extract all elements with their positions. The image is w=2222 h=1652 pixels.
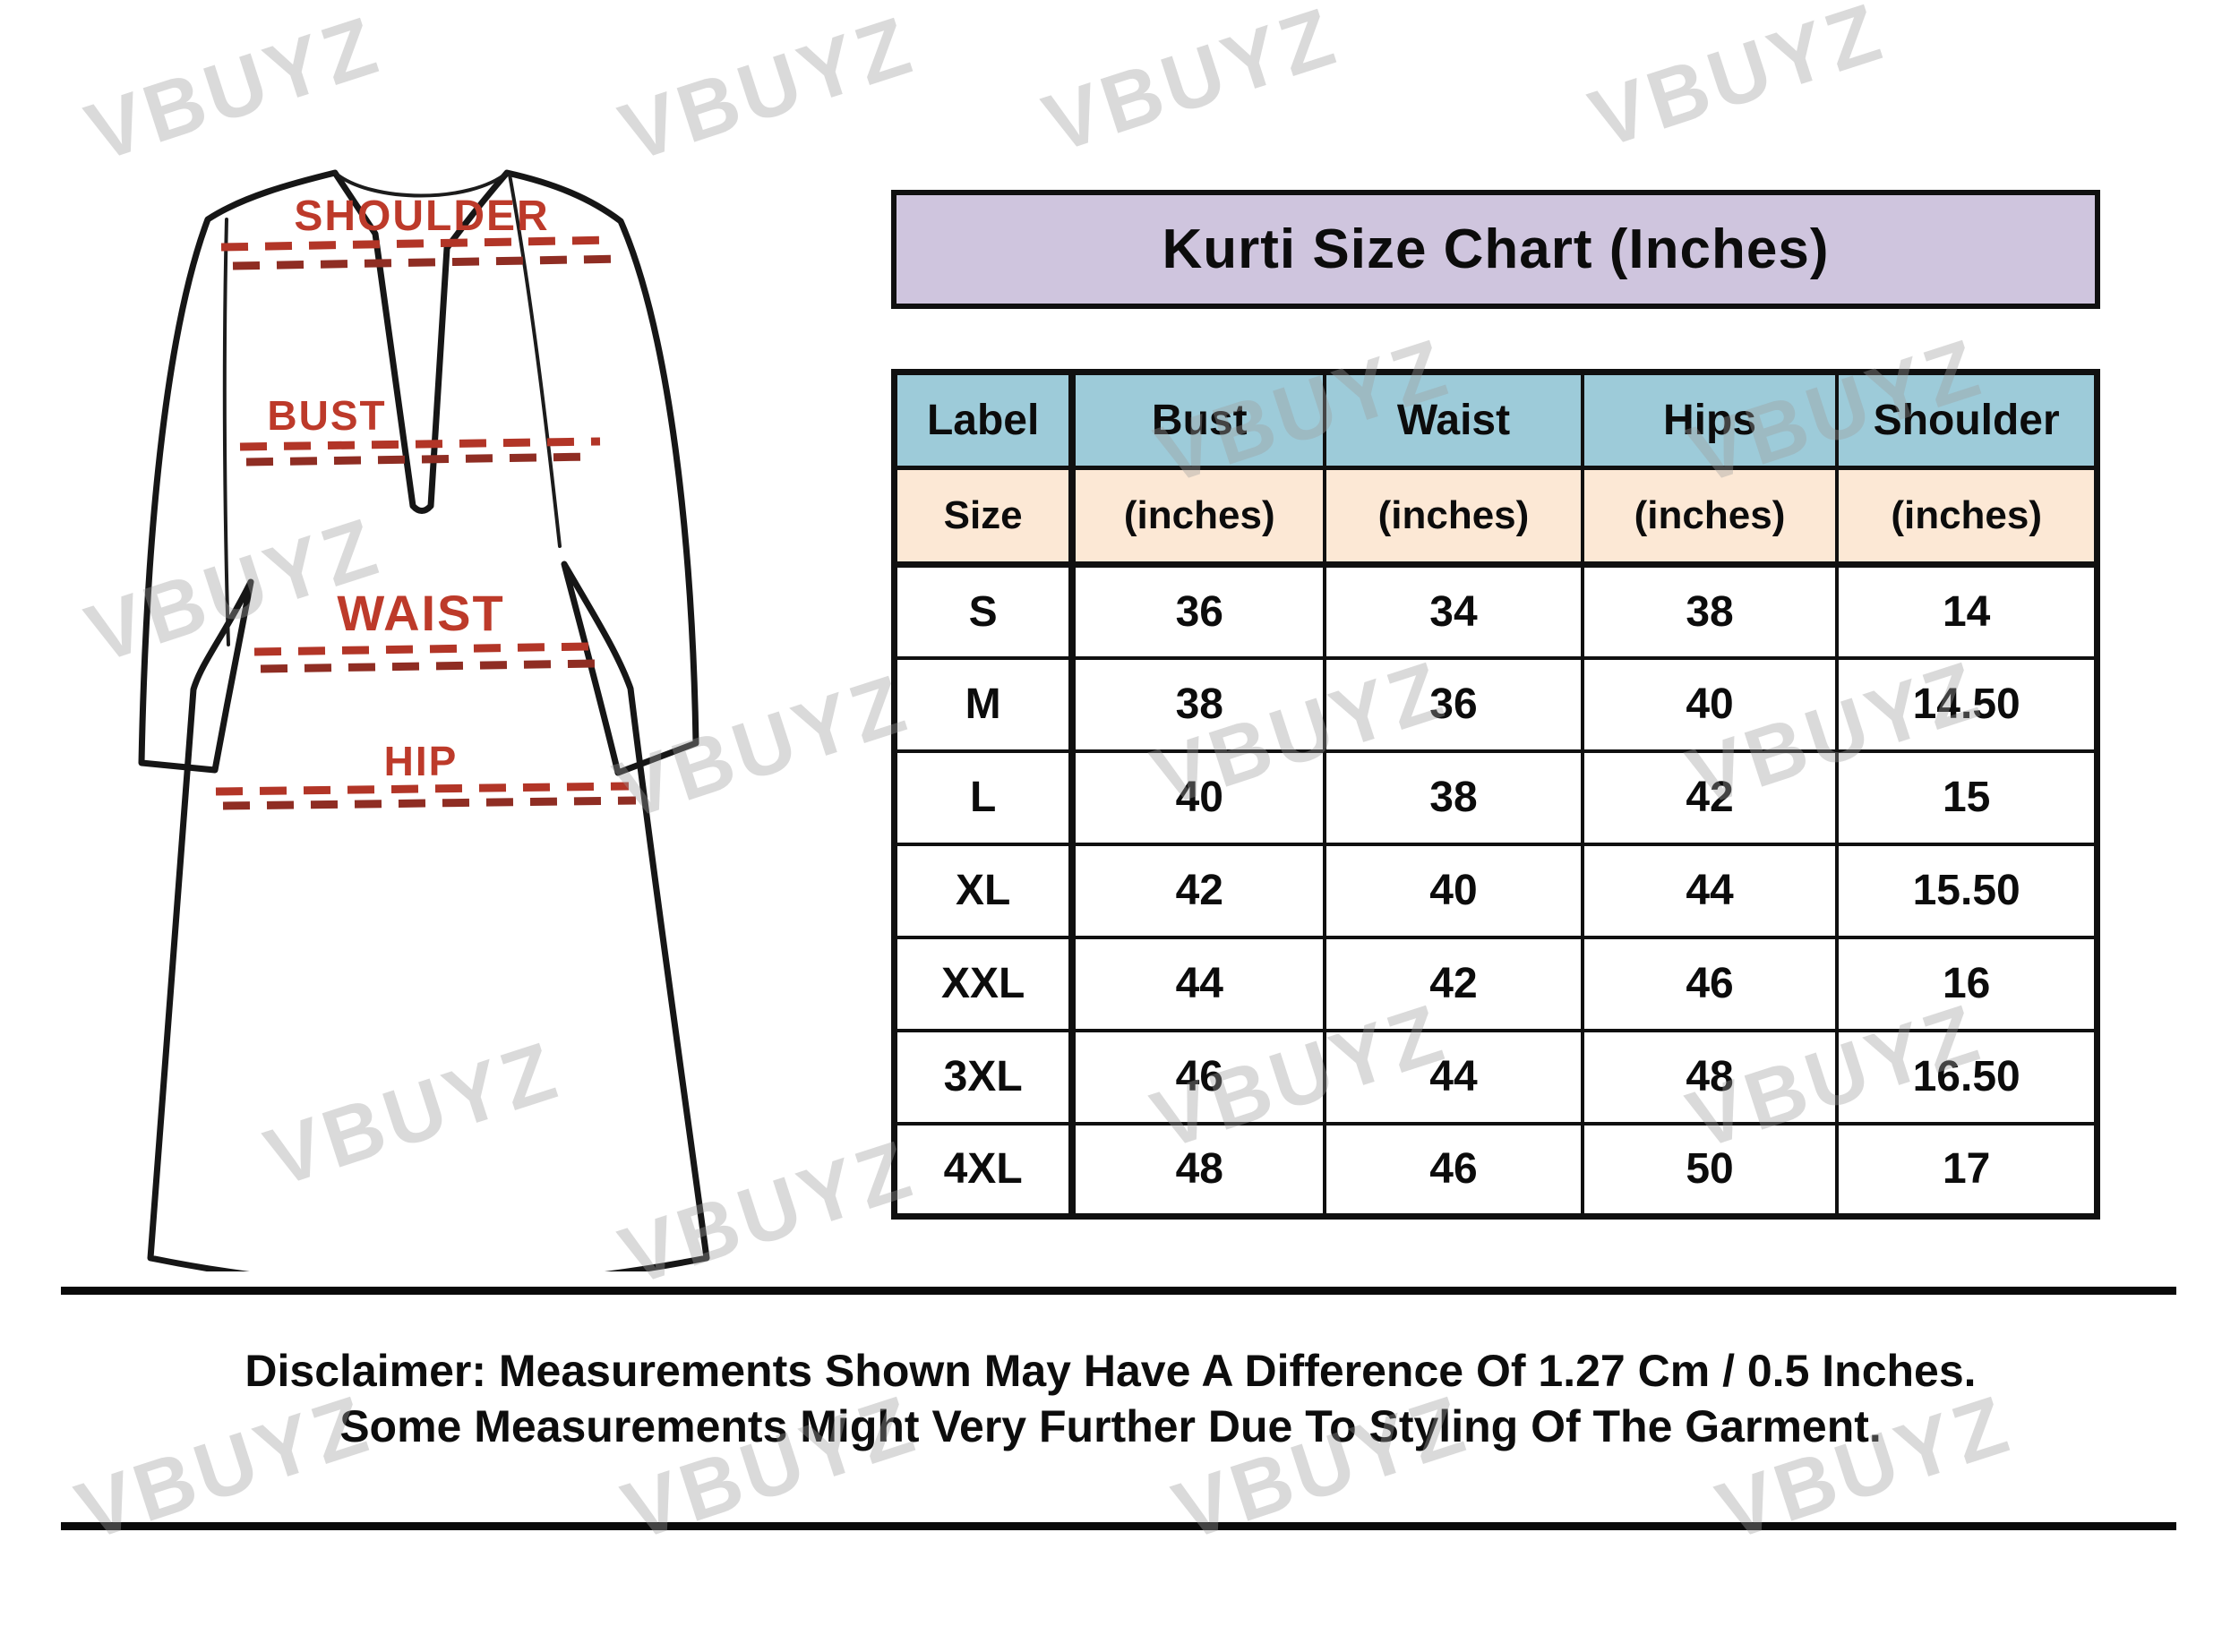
bust-cell: 46 bbox=[1070, 1028, 1327, 1126]
hips-cell: 46 bbox=[1580, 935, 1840, 1032]
table-row: 4XL 48 46 50 17 bbox=[892, 1121, 2099, 1219]
hip-label: HIP bbox=[384, 738, 459, 784]
hips-cell: 44 bbox=[1580, 842, 1840, 939]
hips-cell: 42 bbox=[1580, 749, 1840, 846]
size-cell: S bbox=[892, 562, 1077, 660]
size-cell: XXL bbox=[892, 935, 1077, 1032]
table-row: XXL 44 42 46 16 bbox=[892, 935, 2099, 1032]
hips-cell: 50 bbox=[1580, 1121, 1840, 1219]
bust-cell: 44 bbox=[1070, 935, 1327, 1032]
waist-cell: 40 bbox=[1323, 842, 1584, 939]
table-row: XL 42 40 44 15.50 bbox=[892, 842, 2099, 939]
disclaimer-line-2: Some Measurements Might Very Further Due… bbox=[339, 1401, 1882, 1451]
subheader-inches: (inches) bbox=[1323, 466, 1584, 568]
waist-cell: 44 bbox=[1323, 1028, 1584, 1126]
table-subheader-row: Size (inches) (inches) (inches) (inches) bbox=[892, 466, 2099, 568]
bust-dash-line-1 bbox=[239, 437, 601, 451]
size-cell: 3XL bbox=[892, 1028, 1077, 1126]
table-row: M 38 36 40 14.50 bbox=[892, 655, 2099, 753]
shoulder-label: SHOULDER bbox=[294, 193, 549, 240]
waist-dash-line-1 bbox=[253, 642, 590, 656]
divider-bottom bbox=[61, 1522, 2176, 1530]
subheader-inches: (inches) bbox=[1070, 466, 1327, 568]
kurti-diagram: SHOULDER BUST WAIST HIP bbox=[138, 169, 710, 1271]
bust-cell: 36 bbox=[1070, 562, 1327, 660]
shoulder-dash-line-1 bbox=[220, 235, 613, 252]
shoulder-cell: 14.50 bbox=[1835, 655, 2099, 753]
shoulder-cell: 16.50 bbox=[1835, 1028, 2099, 1126]
hips-cell: 38 bbox=[1580, 562, 1840, 660]
hips-cell: 40 bbox=[1580, 655, 1840, 753]
bust-label: BUST bbox=[267, 392, 386, 439]
waist-cell: 42 bbox=[1323, 935, 1584, 1032]
bust-cell: 42 bbox=[1070, 842, 1327, 939]
shoulder-dash-line-2 bbox=[232, 254, 625, 270]
kurti-outline bbox=[138, 169, 710, 1271]
table-row: S 36 34 38 14 bbox=[892, 562, 2099, 660]
shoulder-cell: 15 bbox=[1835, 749, 2099, 846]
kurti-right-armhole-seam bbox=[508, 173, 562, 548]
chart-title-banner: Kurti Size Chart (Inches) bbox=[891, 190, 2100, 309]
shoulder-cell: 15.50 bbox=[1835, 842, 2099, 939]
table-row: L 40 38 42 15 bbox=[892, 749, 2099, 846]
shoulder-cell: 14 bbox=[1835, 562, 2099, 660]
col-header-waist: Waist bbox=[1323, 370, 1584, 470]
kurti-neckline-seam bbox=[333, 171, 509, 198]
bust-dash-line-2 bbox=[245, 452, 595, 466]
subheader-inches: (inches) bbox=[1580, 466, 1840, 568]
shoulder-cell: 16 bbox=[1835, 935, 2099, 1032]
bust-cell: 48 bbox=[1070, 1121, 1327, 1219]
waist-label: WAIST bbox=[337, 585, 504, 641]
table-row: 3XL 46 44 48 16.50 bbox=[892, 1028, 2099, 1126]
waist-cell: 34 bbox=[1323, 562, 1584, 660]
chart-title: Kurti Size Chart (Inches) bbox=[1162, 218, 1830, 280]
size-cell: M bbox=[892, 655, 1077, 753]
hip-dash-line-2 bbox=[222, 796, 637, 810]
subheader-size: Size bbox=[892, 466, 1077, 568]
bust-cell: 38 bbox=[1070, 655, 1327, 753]
disclaimer-line-1: Disclaimer: Measurements Shown May Have … bbox=[245, 1346, 1977, 1396]
table-header-row: Label Bust Waist Hips Shoulder bbox=[892, 370, 2099, 470]
watermark-text: VBUYZ bbox=[1033, 0, 1349, 171]
shoulder-cell: 17 bbox=[1835, 1121, 2099, 1219]
subheader-inches: (inches) bbox=[1835, 466, 2099, 568]
disclaimer: Disclaimer: Measurements Shown May Have … bbox=[81, 1343, 2140, 1454]
divider-top bbox=[61, 1287, 2176, 1295]
col-header-bust: Bust bbox=[1070, 370, 1327, 470]
col-header-shoulder: Shoulder bbox=[1835, 370, 2099, 470]
waist-cell: 36 bbox=[1323, 655, 1584, 753]
waist-dash-line-2 bbox=[260, 659, 596, 673]
size-table: Label Bust Waist Hips Shoulder Size (inc… bbox=[891, 369, 2100, 1220]
kurti-left-armhole-seam bbox=[222, 218, 230, 646]
hips-cell: 48 bbox=[1580, 1028, 1840, 1126]
waist-cell: 38 bbox=[1323, 749, 1584, 846]
waist-cell: 46 bbox=[1323, 1121, 1584, 1219]
bust-cell: 40 bbox=[1070, 749, 1327, 846]
col-header-hips: Hips bbox=[1580, 370, 1840, 470]
watermark-text: VBUYZ bbox=[1579, 0, 1895, 167]
size-cell: 4XL bbox=[892, 1121, 1077, 1219]
size-cell: L bbox=[892, 749, 1077, 846]
hip-dash-line-1 bbox=[215, 782, 630, 796]
size-cell: XL bbox=[892, 842, 1077, 939]
col-header-label: Label bbox=[892, 370, 1077, 470]
